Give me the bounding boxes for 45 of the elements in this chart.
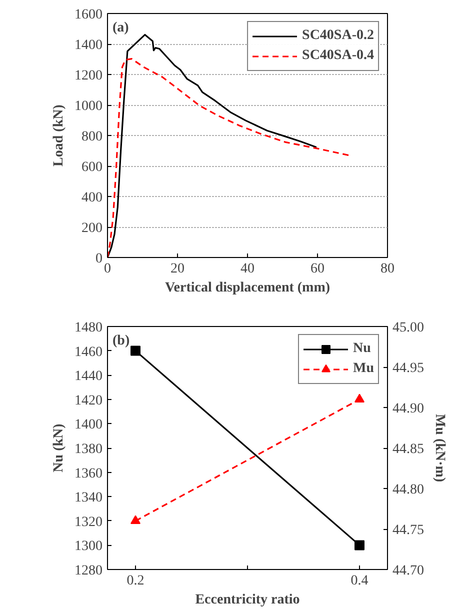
y2-axis-title: Mu (kN·m) [432, 414, 447, 482]
y-tick-label: 1400 [74, 418, 102, 433]
legend-label: SC40SA-0.4 [302, 48, 374, 64]
y-tick-label: 1480 [74, 320, 102, 336]
y-tick-label: 1400 [74, 38, 102, 53]
x-axis-title: Eccentricity ratio [195, 592, 300, 608]
y2-tick-label: 44.90 [392, 402, 424, 416]
y-tick-label: 1340 [74, 490, 102, 506]
y-tick-label: 1000 [74, 99, 102, 114]
x-tick-label: 20 [170, 262, 184, 276]
y-tick-label: 400 [82, 190, 102, 206]
y-tick-label: 1280 [74, 564, 102, 578]
x-tick-label: 40 [240, 262, 254, 276]
y-tick-label: 1460 [74, 344, 102, 360]
y-tick-label: 1380 [74, 442, 102, 457]
y-tick-label: 1320 [74, 514, 102, 530]
y2-tick-label: 44.85 [392, 442, 424, 457]
y-tick-label: 1300 [74, 539, 102, 554]
x-tick-label: 80 [380, 262, 394, 276]
y2-tick-label: 44.80 [392, 482, 424, 498]
y2-tick-label: 44.75 [392, 523, 424, 538]
y2-tick-label: 44.70 [392, 564, 424, 578]
x-tick-label: 0.4 [350, 574, 368, 588]
y-tick-label: 200 [82, 221, 102, 236]
y-tick-label: 1360 [74, 466, 102, 482]
legend-label: Mu [353, 361, 374, 377]
y-tick-label: 800 [82, 130, 102, 144]
y-tick-label: 600 [82, 160, 102, 175]
y-tick-label: 1600 [74, 8, 102, 22]
x-tick-label: 60 [310, 262, 324, 276]
x-tick-label: 0.2 [126, 574, 144, 588]
y-tick-label: 0 [96, 252, 102, 266]
y2-tick-label: 45.00 [392, 320, 424, 336]
line-series [108, 58, 352, 258]
x-axis-title: Vertical displacement (mm) [164, 280, 330, 296]
legend-label: SC40SA-0.2 [302, 28, 374, 44]
annotation: (a) [112, 20, 130, 36]
legend-label: Nu [353, 341, 372, 357]
y-tick-label: 1440 [74, 369, 102, 384]
y-axis-title: Load (kN) [52, 104, 66, 166]
y-tick-label: 1200 [74, 68, 102, 84]
y-axis-title: Nu (kN) [52, 423, 66, 472]
y2-tick-label: 44.95 [392, 361, 424, 376]
y-tick-label: 1420 [74, 393, 102, 408]
annotation: (b) [112, 334, 130, 348]
